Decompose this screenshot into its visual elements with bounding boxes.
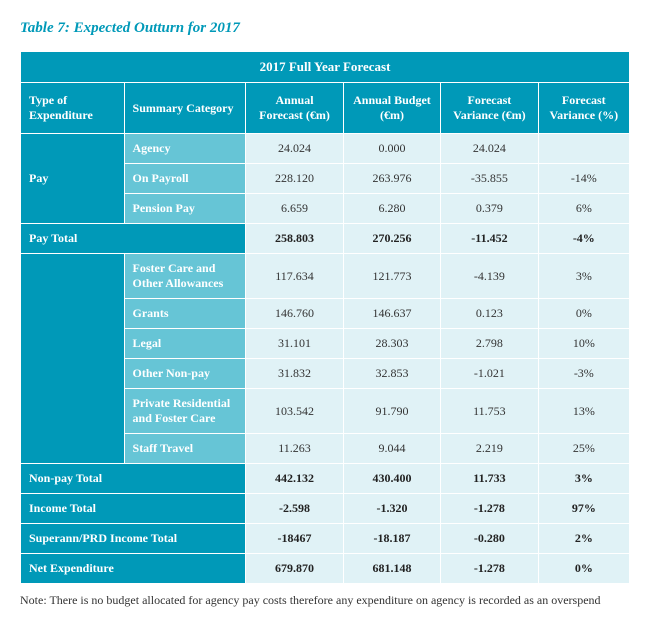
table-row: -3% (538, 359, 629, 389)
nonpay-total-label: Non-pay Total (21, 464, 246, 494)
table-row: 6.659 (246, 194, 343, 224)
table-row: -4.139 (441, 254, 538, 299)
table-row: Legal (124, 329, 246, 359)
table-row: 31.101 (246, 329, 343, 359)
table-row: -1.278 (441, 494, 538, 524)
table-row: Pension Pay (124, 194, 246, 224)
nonpay-label (21, 254, 125, 464)
table-row: 24.024 (246, 134, 343, 164)
table-row: 9.044 (343, 434, 440, 464)
table-row: -0.280 (441, 524, 538, 554)
table-row: 679.870 (246, 554, 343, 584)
table-row: On Payroll (124, 164, 246, 194)
table-row: -2.598 (246, 494, 343, 524)
table-row: 681.148 (343, 554, 440, 584)
table-row: 91.790 (343, 389, 440, 434)
table-row: 25% (538, 434, 629, 464)
table-row (538, 134, 629, 164)
table-row: 24.024 (441, 134, 538, 164)
table-row: -1.278 (441, 554, 538, 584)
table-row: 11.753 (441, 389, 538, 434)
col-summary: Summary Category (124, 83, 246, 134)
table-row: 0.123 (441, 299, 538, 329)
table-row: 3% (538, 464, 629, 494)
table-row: 11.733 (441, 464, 538, 494)
table-row: 13% (538, 389, 629, 434)
table-row: -14% (538, 164, 629, 194)
table-row: 258.803 (246, 224, 343, 254)
table-row: 263.976 (343, 164, 440, 194)
table-row: 3% (538, 254, 629, 299)
table-title: Table 7: Expected Outturn for 2017 (20, 20, 630, 37)
table-row: 0% (538, 554, 629, 584)
table-row: 146.637 (343, 299, 440, 329)
table-row: 31.832 (246, 359, 343, 389)
table-row: 2% (538, 524, 629, 554)
table-row: 2.219 (441, 434, 538, 464)
table-row: 228.120 (246, 164, 343, 194)
table-note: Note: There is no budget allocated for a… (20, 592, 630, 608)
forecast-table: 2017 Full Year Forecast Type of Expendit… (20, 51, 630, 584)
col-var-m: Forecast Variance (€m) (441, 83, 538, 134)
table-row: -4% (538, 224, 629, 254)
table-row: 6% (538, 194, 629, 224)
table-row: Staff Travel (124, 434, 246, 464)
table-row: 442.132 (246, 464, 343, 494)
income-total-label: Income Total (21, 494, 246, 524)
table-row: -1.021 (441, 359, 538, 389)
table-row: -1.320 (343, 494, 440, 524)
table-row: Foster Care and Other Allowances (124, 254, 246, 299)
table-row: 146.760 (246, 299, 343, 329)
table-row: 6.280 (343, 194, 440, 224)
table-row: -35.855 (441, 164, 538, 194)
table-row: 0.379 (441, 194, 538, 224)
net-label: Net Expenditure (21, 554, 246, 584)
table-row: 0% (538, 299, 629, 329)
table-row: -11.452 (441, 224, 538, 254)
pay-label: Pay (21, 134, 125, 224)
table-row: 28.303 (343, 329, 440, 359)
col-var-p: Forecast Variance (%) (538, 83, 629, 134)
table-row: 10% (538, 329, 629, 359)
table-row: 117.634 (246, 254, 343, 299)
pay-total-label: Pay Total (21, 224, 246, 254)
table-row: 103.542 (246, 389, 343, 434)
header-band: 2017 Full Year Forecast (21, 52, 630, 83)
table-row: -18.187 (343, 524, 440, 554)
table-row: Grants (124, 299, 246, 329)
table-row: -18467 (246, 524, 343, 554)
col-budget: Annual Budget (€m) (343, 83, 440, 134)
table-row: Private Residential and Foster Care (124, 389, 246, 434)
table-row: 11.263 (246, 434, 343, 464)
table-row: 32.853 (343, 359, 440, 389)
col-forecast: Annual Forecast (€m) (246, 83, 343, 134)
superann-label: Superann/PRD Income Total (21, 524, 246, 554)
table-row: Agency (124, 134, 246, 164)
table-row: 270.256 (343, 224, 440, 254)
table-row: Other Non-pay (124, 359, 246, 389)
table-row: 2.798 (441, 329, 538, 359)
table-row: 121.773 (343, 254, 440, 299)
table-row: 0.000 (343, 134, 440, 164)
table-row: 97% (538, 494, 629, 524)
col-type: Type of Expenditure (21, 83, 125, 134)
table-row: 430.400 (343, 464, 440, 494)
